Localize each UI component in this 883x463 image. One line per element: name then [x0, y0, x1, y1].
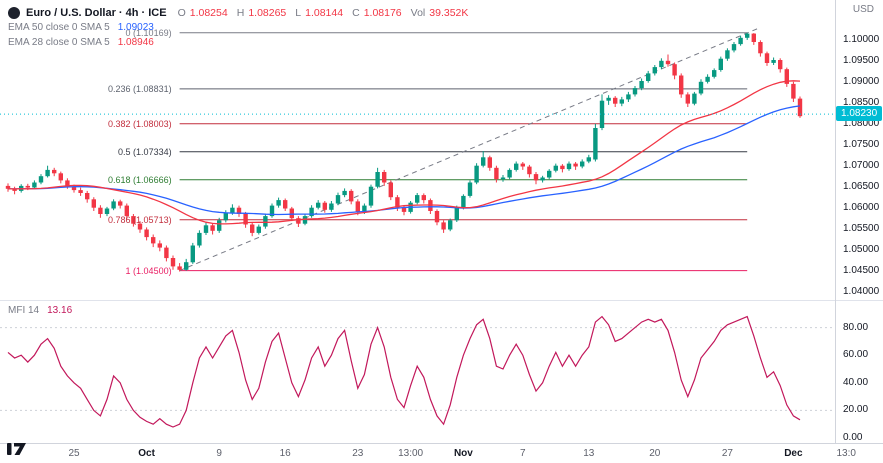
- symbol-legend-row[interactable]: Euro / U.S. Dollar · 4h · ICE O 1.08254 …: [8, 5, 468, 20]
- price-tick-label: 1.07000: [843, 159, 880, 171]
- volume-label: Vol: [410, 6, 426, 19]
- instrument-icon: [8, 6, 20, 19]
- volume-value: 39.352K: [429, 6, 469, 19]
- time-tick-label: 23: [352, 448, 364, 459]
- time-tick-label: 7: [520, 448, 526, 459]
- ema50-label: EMA 50 close 0 SMA 5: [8, 22, 110, 33]
- price-tick-label: 1.07500: [843, 138, 880, 150]
- time-tick-label: Nov: [453, 448, 473, 459]
- mfi-tick-label: 80.00: [843, 321, 869, 333]
- fib-level-label[interactable]: 0.786 (1.05713): [108, 214, 172, 225]
- time-tick-label: Dec: [784, 448, 803, 459]
- price-axis[interactable]: 1.10000 1.09500 1.09000 1.08500 1.08000 1.075…: [835, 0, 883, 443]
- time-tick-label: 16: [279, 448, 291, 459]
- currency-label: USD: [852, 4, 874, 15]
- price-tick-label: 1.09500: [843, 54, 880, 66]
- tradingview-logo[interactable]: [7, 439, 28, 460]
- close-value: 1.08176: [363, 6, 402, 19]
- price-tick-label: 1.05500: [843, 222, 880, 234]
- price-tick-label: 1.10000: [843, 33, 880, 45]
- price-tick-label: 1.09000: [843, 75, 880, 87]
- symbol-title: Euro / U.S. Dollar · 4h · ICE: [26, 6, 167, 19]
- mfi-tick-label: 60.00: [843, 349, 869, 361]
- fib-level-label[interactable]: 1 (1.04500): [125, 265, 172, 276]
- time-tick-label: 27: [721, 448, 733, 459]
- main-chart-legend: Euro / U.S. Dollar · 4h · ICE O 1.08254 …: [8, 5, 468, 50]
- price-chart-canvas[interactable]: [0, 0, 835, 443]
- mfi-tick-label: 40.00: [843, 376, 869, 388]
- ema28-value: 1.08946: [117, 37, 154, 48]
- price-tick-label: 1.06500: [843, 180, 880, 192]
- high-value: 1.08265: [248, 6, 287, 19]
- price-tick-label: 1.04000: [843, 285, 880, 297]
- fib-level-label[interactable]: 0.618 (1.06666): [108, 174, 172, 185]
- high-label: H: [236, 6, 245, 19]
- ema50-legend-row[interactable]: EMA 50 close 0 SMA 5 1.09023: [8, 20, 468, 35]
- low-value: 1.08144: [305, 6, 344, 19]
- open-value: 1.08254: [189, 6, 228, 19]
- pane-separator[interactable]: [0, 300, 883, 301]
- low-label: L: [295, 6, 302, 19]
- time-tick-label: 13:0: [836, 448, 856, 459]
- mfi-tick-label: 20.00: [843, 404, 869, 416]
- mfi-value: 13.16: [47, 305, 73, 316]
- price-tick-label: 1.04500: [843, 264, 880, 276]
- ema28-label: EMA 28 close 0 SMA 5: [8, 37, 110, 48]
- time-tick-label: 13:00: [398, 448, 424, 459]
- mfi-legend-row[interactable]: MFI 14 13.16: [8, 303, 72, 318]
- price-tick-label: 1.06000: [843, 201, 880, 213]
- time-axis[interactable]: 25 Oct 9 16 23 13:00 Nov 7 13 20 27 Dec 13:0: [0, 443, 883, 463]
- time-tick-label: 25: [68, 448, 80, 459]
- price-tick-label: 1.05000: [843, 243, 880, 255]
- fib-level-label[interactable]: 0.5 (1.07334): [118, 146, 172, 157]
- ema28-legend-row[interactable]: EMA 28 close 0 SMA 5 1.08946: [8, 35, 468, 50]
- price-tick-label: 1.08000: [843, 117, 880, 129]
- close-label: C: [352, 6, 360, 19]
- time-tick-label: 13: [583, 448, 595, 459]
- fib-level-label[interactable]: 0 (1.10169): [125, 27, 172, 38]
- last-price-badge: 1.08230: [836, 106, 882, 122]
- fib-level-label[interactable]: 0.236 (1.08831): [108, 83, 172, 94]
- ema50-value: 1.09023: [117, 22, 154, 33]
- time-tick-label: 9: [216, 448, 222, 459]
- time-tick-label: Oct: [138, 448, 155, 459]
- fib-level-label[interactable]: 0.382 (1.08003): [108, 118, 172, 129]
- price-tick-label: 1.08500: [843, 96, 880, 108]
- mfi-tick-label: 0.00: [843, 432, 863, 443]
- time-tick-label: 20: [649, 448, 661, 459]
- open-label: O: [177, 6, 186, 19]
- tradingview-logo-icon: [7, 443, 26, 455]
- mfi-label: MFI 14: [8, 305, 40, 316]
